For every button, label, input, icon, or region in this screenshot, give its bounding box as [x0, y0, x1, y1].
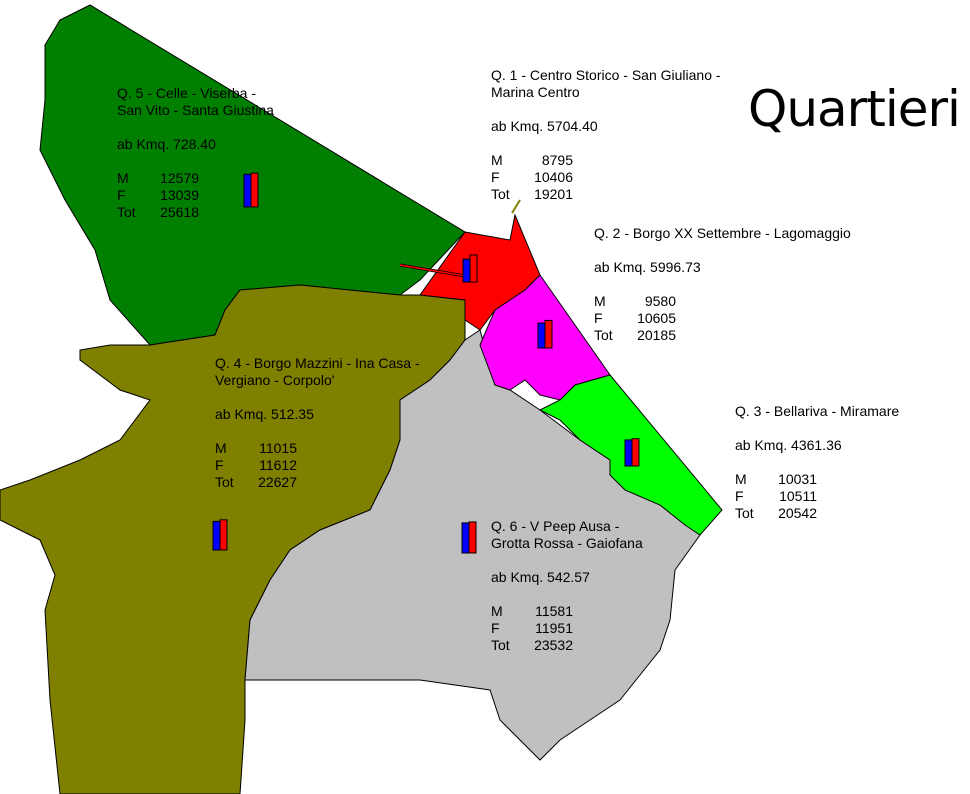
male-value: 10031 [778, 471, 817, 487]
female-bar-q4 [219, 519, 228, 551]
quartiere-name: Q. 1 - Centro Storico - San Giuliano - [491, 67, 721, 83]
male-bar-q2 [537, 322, 546, 349]
total-value: 20185 [637, 327, 676, 343]
female-row: F 10605 [594, 310, 676, 326]
quartiere-name: Q. 6 - V Peep Ausa - [491, 518, 620, 534]
male-bar-q6 [461, 522, 470, 554]
label-q1: Q. 1 - Centro Storico - San Giuliano - Ma… [491, 67, 721, 203]
total-row: Tot 23532 [491, 637, 573, 653]
quartiere-name: Marina Centro [491, 84, 580, 100]
region-q4[interactable] [0, 284, 466, 794]
density-line: ab Kmq. 5704.40 [491, 118, 598, 134]
total-value: 22627 [258, 474, 297, 490]
density-value: 5996.73 [650, 259, 701, 275]
quartiere-name: Q. 4 - Borgo Mazzini - Ina Casa - [215, 355, 420, 371]
male-row: M 9580 [594, 293, 676, 309]
female-value: 10406 [534, 169, 573, 185]
total-value: 23532 [534, 637, 573, 653]
male-value: 9580 [644, 293, 676, 309]
density-line: ab Kmq. 5996.73 [594, 259, 701, 275]
density-line: ab Kmq. 4361.36 [735, 437, 842, 453]
female-row: F 10511 [735, 488, 817, 504]
red-road-line-inner [399, 264, 466, 277]
density-line: ab Kmq. 542.57 [491, 569, 590, 585]
male-bar-q3 [624, 439, 633, 467]
density-value: 542.57 [547, 569, 590, 585]
female-value: 10511 [779, 488, 817, 504]
male-row: M 10031 [735, 471, 817, 487]
male-row: M 8795 [491, 152, 573, 168]
female-value: 10605 [637, 310, 676, 326]
female-row: F 10406 [491, 169, 573, 185]
density-value: 4361.36 [791, 437, 842, 453]
total-value: 20542 [778, 505, 817, 521]
male-bar-q4 [212, 520, 221, 551]
density-value: 728.40 [173, 136, 216, 152]
label-q5: Q. 5 - Celle - Viserba - San Vito - Santa… [117, 85, 274, 221]
female-bar-q1 [469, 254, 478, 283]
total-row: Tot 20185 [594, 327, 676, 343]
female-bar-q6 [468, 521, 477, 554]
male-value: 11581 [535, 603, 573, 619]
quartiere-name: Q. 5 - Celle - Viserba - [117, 85, 257, 101]
total-value: 25618 [160, 204, 199, 220]
total-row: Tot 22627 [215, 474, 297, 490]
male-value: 12579 [160, 170, 199, 186]
female-value: 11612 [259, 457, 297, 473]
density-value: 512.35 [271, 406, 314, 422]
male-value: 11015 [259, 440, 297, 456]
female-bar-q5 [250, 172, 259, 208]
female-row: F 11612 [215, 457, 297, 473]
female-row: F 13039 [117, 187, 199, 203]
male-bar-q1 [462, 258, 471, 283]
quartiere-name: Q. 3 - Bellariva - Miramare [735, 403, 900, 419]
quartiere-name: Grotta Rossa - Gaiofana [491, 535, 643, 551]
female-bar-q2 [544, 319, 553, 349]
density-value: 5704.40 [547, 118, 598, 134]
total-value: 19201 [534, 186, 573, 202]
quartiere-name: San Vito - Santa Giustina [117, 102, 274, 118]
label-q4: Q. 4 - Borgo Mazzini - Ina Casa - Vergian… [215, 355, 420, 491]
label-q6: Q. 6 - V Peep Ausa - Grotta Rossa - Gaiof… [491, 518, 643, 654]
label-q2: Q. 2 - Borgo XX Settembre - Lagomaggio ab… [594, 225, 851, 344]
quartiere-name: Q. 2 - Borgo XX Settembre - Lagomaggio [594, 225, 851, 241]
total-row: Tot 25618 [117, 204, 199, 220]
male-row: M 11581 [491, 603, 573, 619]
pier-line [511, 199, 521, 214]
male-row: M 11015 [215, 440, 297, 456]
male-row: M 12579 [117, 170, 199, 186]
female-value: 11951 [535, 620, 573, 636]
map-title: Quartieri [748, 80, 961, 138]
female-value: 13039 [160, 187, 199, 203]
label-q3: Q. 3 - Bellariva - Miramare ab Kmq. 4361.… [735, 403, 899, 522]
quartiere-name: Vergiano - Corpolo' [215, 372, 335, 388]
total-row: Tot 20542 [735, 505, 817, 521]
bar-charts [212, 172, 640, 554]
total-row: Tot 19201 [491, 186, 573, 202]
female-row: F 11951 [491, 620, 573, 636]
female-bar-q3 [631, 438, 640, 467]
male-value: 8795 [541, 152, 573, 168]
density-line: ab Kmq. 728.40 [117, 136, 216, 152]
density-line: ab Kmq. 512.35 [215, 406, 314, 422]
